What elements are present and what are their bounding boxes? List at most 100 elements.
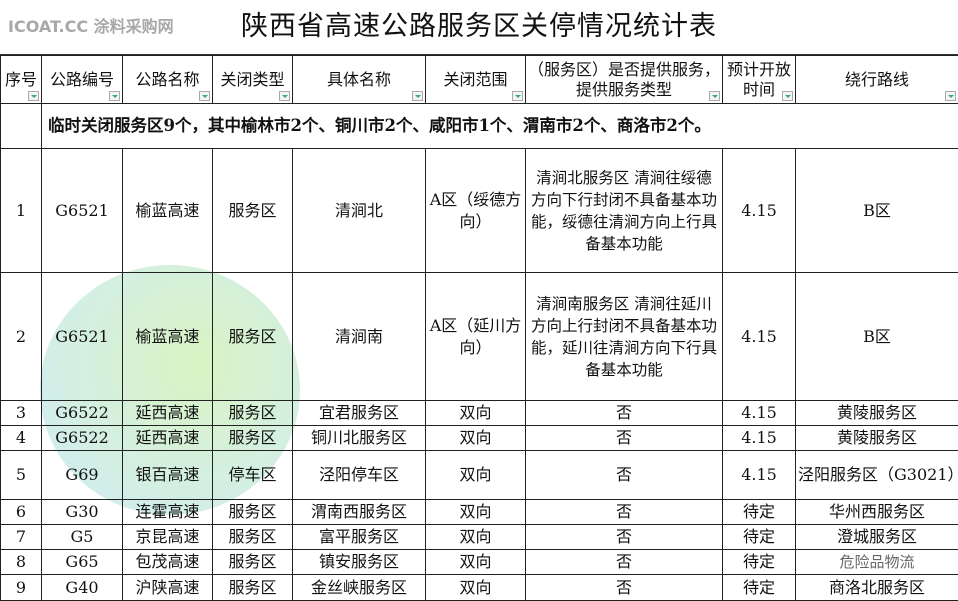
cell-no: 5 <box>1 451 42 500</box>
cell-code: G65 <box>42 550 123 575</box>
cell-name: 延西高速 <box>123 426 213 451</box>
filter-dropdown-icon[interactable] <box>512 91 523 101</box>
cell-detour: 黄陵服务区 <box>796 401 958 426</box>
cell-open: 待定 <box>723 550 796 575</box>
cell-type: 服务区 <box>213 426 293 451</box>
cell-site: 清涧南 <box>293 273 426 401</box>
cell-code: G6521 <box>42 149 123 273</box>
cell-detour: 黄陵服务区 <box>796 426 958 451</box>
cell-site: 泾阳停车区 <box>293 451 426 500</box>
cell-code: G30 <box>42 500 123 525</box>
cell-type: 服务区 <box>213 550 293 575</box>
cell-open: 4.15 <box>723 149 796 273</box>
cell-name: 连霍高速 <box>123 500 213 525</box>
cell-code: G6521 <box>42 273 123 401</box>
cell-range: 双向 <box>426 401 526 426</box>
cell-service: 否 <box>526 575 723 601</box>
summary-row: 临时关闭服务区9个，其中榆林市2个、铜川市2个、咸阳市1个、渭南市2个、商洛市2… <box>1 104 958 149</box>
cell-service: 清涧南服务区 清涧往延川方向上行封闭不具备基本功能，延川往清涧方向下行具备基本功… <box>526 273 723 401</box>
filter-dropdown-icon[interactable] <box>709 91 720 101</box>
header-col-range: 关闭范围 <box>426 56 526 104</box>
cell-detour: 商洛北服务区 <box>796 575 958 601</box>
cell-open: 待定 <box>723 500 796 525</box>
cell-range: A区（延川方向） <box>426 273 526 401</box>
cell-name: 包茂高速 <box>123 550 213 575</box>
cell-open: 4.15 <box>723 401 796 426</box>
filter-dropdown-icon[interactable] <box>279 91 290 101</box>
cell-type: 服务区 <box>213 273 293 401</box>
cell-no: 4 <box>1 426 42 451</box>
cell-code: G6522 <box>42 426 123 451</box>
cell-no: 9 <box>1 575 42 601</box>
cell-site: 铜川北服务区 <box>293 426 426 451</box>
cell-type: 服务区 <box>213 149 293 273</box>
cell-service: 否 <box>526 401 723 426</box>
cell-site: 渭南西服务区 <box>293 500 426 525</box>
cell-detour: 华州西服务区 <box>796 500 958 525</box>
filter-dropdown-icon[interactable] <box>199 91 210 101</box>
cell-range: 双向 <box>426 500 526 525</box>
header-label: 绕行路线 <box>845 70 909 89</box>
cell-type: 停车区 <box>213 451 293 500</box>
cell-range: 双向 <box>426 426 526 451</box>
title-bar: ICOAT.CC 涂料采购网 陕西省高速公路服务区关停情况统计表 <box>0 0 958 55</box>
header-label: 序号 <box>5 70 37 89</box>
header-col-name: 公路名称 <box>123 56 213 104</box>
cell-name: 银百高速 <box>123 451 213 500</box>
filter-dropdown-icon[interactable] <box>28 91 39 101</box>
cell-type: 服务区 <box>213 575 293 601</box>
cell-name: 沪陕高速 <box>123 575 213 601</box>
header-label: 公路名称 <box>135 70 199 89</box>
cell-site: 金丝峡服务区 <box>293 575 426 601</box>
cell-open: 待定 <box>723 575 796 601</box>
cell-no: 6 <box>1 500 42 525</box>
header-col-detour: 绕行路线 <box>796 56 958 104</box>
header-col-service: （服务区）是否提供服务，提供服务类型 <box>526 56 723 104</box>
filter-dropdown-icon[interactable] <box>945 91 956 101</box>
watermark-text: ICOAT.CC 涂料采购网 <box>8 17 174 37</box>
header-col-code: 公路编号 <box>42 56 123 104</box>
header-col-open: 预计开放时间 <box>723 56 796 104</box>
filter-dropdown-icon[interactable] <box>412 91 423 101</box>
cell-open: 待定 <box>723 525 796 550</box>
header-row: 序号公路编号公路名称关闭类型具体名称关闭范围（服务区）是否提供服务，提供服务类型… <box>1 56 958 104</box>
filter-dropdown-icon[interactable] <box>782 91 793 101</box>
cell-detour: 危险品物流 <box>796 550 958 575</box>
cell-open: 4.15 <box>723 273 796 401</box>
cell-name: 榆蓝高速 <box>123 149 213 273</box>
watermark-corner-text: 危险品物流 <box>839 553 914 571</box>
cell-detour: 泾阳服务区（G3021） <box>796 451 958 500</box>
cell-service: 否 <box>526 426 723 451</box>
cell-code: G5 <box>42 525 123 550</box>
cell-code: G69 <box>42 451 123 500</box>
cell-site: 清涧北 <box>293 149 426 273</box>
cell-no: 8 <box>1 550 42 575</box>
cell-detour: B区 <box>796 273 958 401</box>
cell-range: 双向 <box>426 550 526 575</box>
cell-name: 延西高速 <box>123 401 213 426</box>
cell-code: G40 <box>42 575 123 601</box>
cell-service: 否 <box>526 550 723 575</box>
cell-no: 2 <box>1 273 42 401</box>
header-col-site: 具体名称 <box>293 56 426 104</box>
cell-service: 否 <box>526 451 723 500</box>
cell-open: 4.15 <box>723 426 796 451</box>
header-col-no: 序号 <box>1 56 42 104</box>
cell-site: 富平服务区 <box>293 525 426 550</box>
header-label: 具体名称 <box>327 70 391 89</box>
cell-range: 双向 <box>426 451 526 500</box>
header-label: 关闭范围 <box>443 70 507 89</box>
cell-name: 京昆高速 <box>123 525 213 550</box>
cell-no: 7 <box>1 525 42 550</box>
cell-site: 宜君服务区 <box>293 401 426 426</box>
filter-dropdown-icon[interactable] <box>109 91 120 101</box>
cell-range: A区（绥德方向） <box>426 149 526 273</box>
